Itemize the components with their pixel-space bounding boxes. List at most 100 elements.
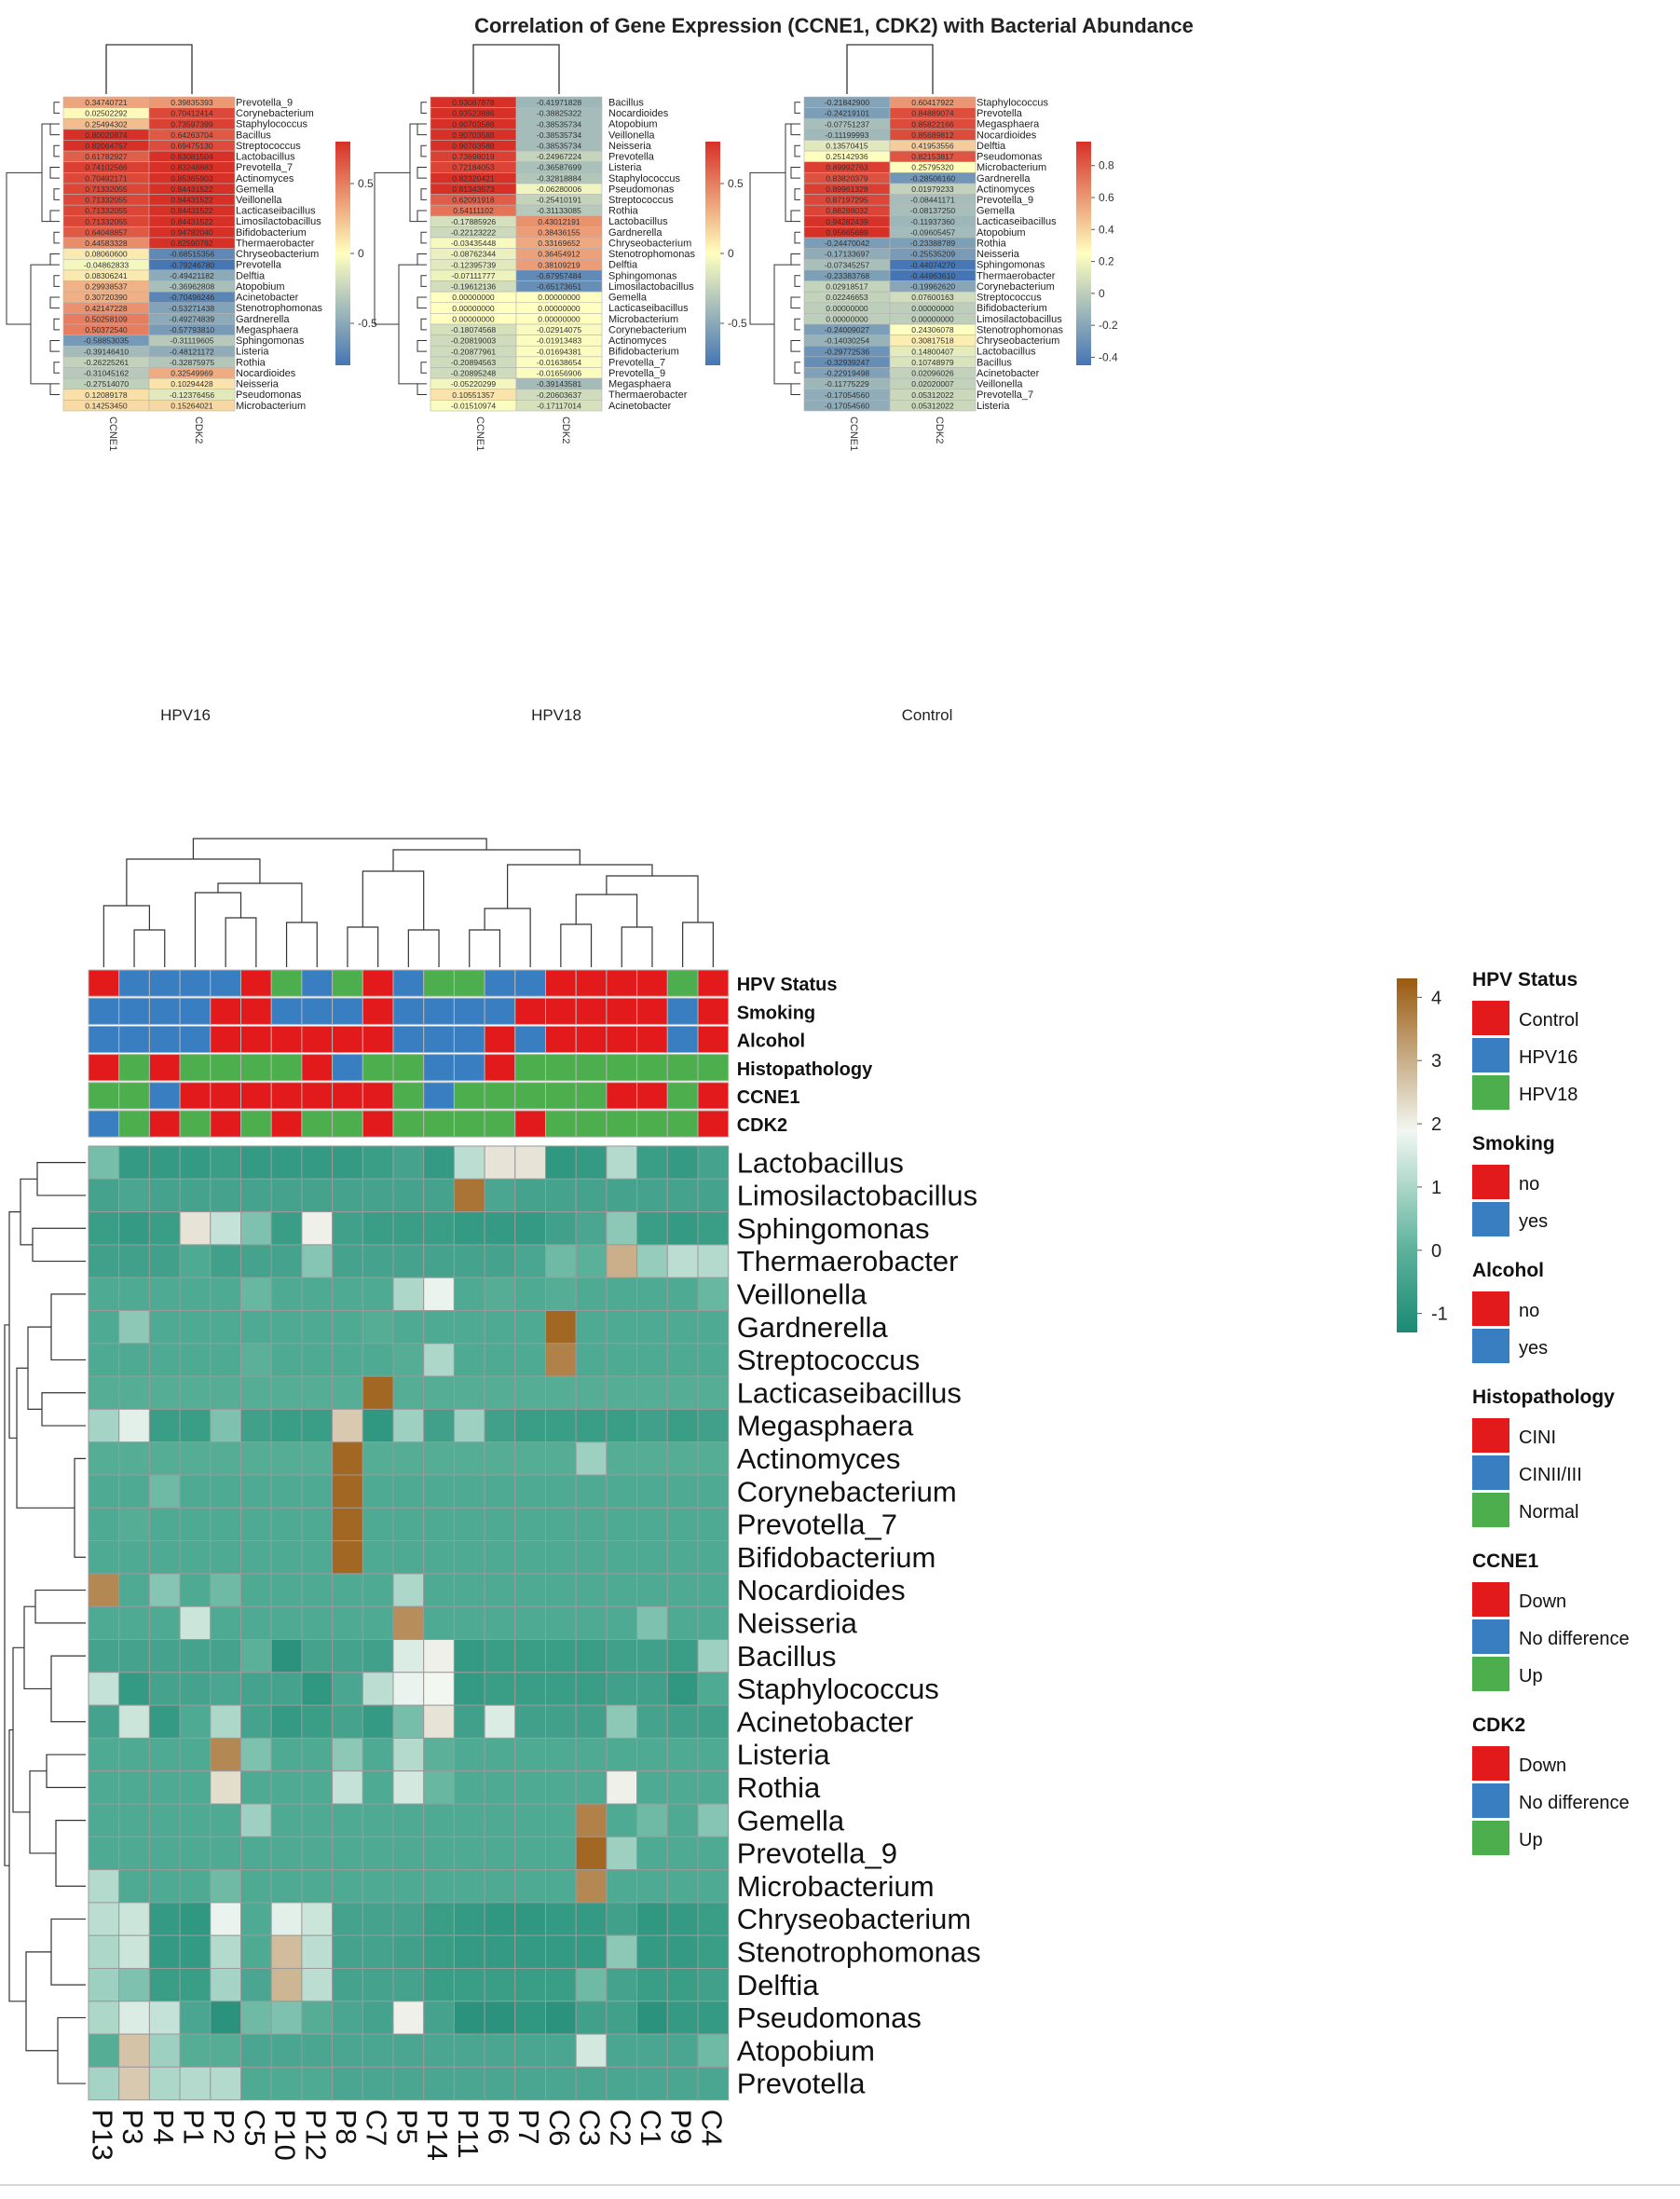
heatmap-cell — [301, 1704, 334, 1739]
heatmap-cell — [697, 1869, 730, 1904]
heatmap-cell — [118, 1211, 150, 1246]
heatmap-cell — [697, 1836, 730, 1871]
heatmap-cell — [179, 1441, 212, 1476]
cell-value-label: -0.18074568 — [451, 325, 496, 335]
heatmap-cell — [301, 1145, 334, 1180]
heatmap-cell — [453, 1803, 485, 1837]
row-label: Prevotella_9 — [608, 368, 665, 379]
annotation-cell — [301, 997, 334, 1025]
cell-value-label: -0.24009027 — [825, 325, 869, 335]
cell-value-label: -0.70496246 — [170, 293, 214, 302]
heatmap-cell — [270, 1770, 303, 1805]
annotation-cell — [240, 1054, 272, 1082]
cell-value-label: 0.83820379 — [826, 173, 868, 183]
heatmap-cell — [423, 1211, 455, 1246]
cell-value-label: 0.30720390 — [85, 293, 128, 302]
cell-value-label: 0.60417922 — [911, 98, 954, 107]
heatmap-cell — [148, 1869, 181, 1904]
heatmap-cell — [118, 1836, 150, 1871]
heatmap-cell — [270, 1639, 303, 1673]
heatmap-cell — [301, 1474, 334, 1509]
column-label: CCNE1 — [107, 417, 118, 451]
heatmap-cell — [301, 1770, 334, 1805]
cell-value-label: 0.61782927 — [85, 152, 128, 161]
annotation-cell — [179, 1054, 212, 1082]
annotation-cell — [332, 1054, 363, 1082]
heatmap-cell — [636, 1639, 668, 1673]
heatmap-cell — [332, 1605, 363, 1640]
row-dendrogram — [374, 102, 427, 396]
heatmap-cell — [484, 1672, 516, 1706]
heatmap-cell — [636, 1836, 668, 1871]
legend-swatch — [1472, 1075, 1509, 1110]
annotation-cell — [697, 1054, 730, 1082]
heatmap-cell — [210, 1605, 242, 1640]
heatmap-cell — [697, 1540, 730, 1575]
heatmap-cell — [362, 1441, 394, 1476]
row-label: Rothia — [236, 357, 266, 368]
row-label: Atopobium — [236, 281, 285, 293]
dendrogram-link — [27, 1326, 51, 1410]
cell-value-label: 0.83081504 — [171, 152, 213, 161]
heatmap-cell — [575, 1869, 608, 1904]
row-label: Gemella — [737, 1804, 845, 1837]
heatmap-cell — [423, 1145, 455, 1180]
annotation-cell — [301, 969, 334, 997]
annotation-cell — [362, 1025, 394, 1054]
heatmap-cell — [148, 1178, 181, 1213]
heatmap-cell — [392, 1605, 425, 1640]
heatmap-cell — [484, 1639, 516, 1673]
heatmap-cell — [88, 1573, 120, 1607]
row-label: Microbacterium — [236, 401, 306, 412]
annotation-cell — [697, 969, 730, 997]
cell-value-label: 0.71332055 — [85, 217, 128, 226]
heatmap-cell — [270, 1836, 303, 1871]
heatmap-cell — [392, 1441, 425, 1476]
cell-value-label: 0.84889074 — [911, 109, 954, 118]
heatmap-cell — [88, 1343, 120, 1377]
heatmap-cell — [392, 1770, 425, 1805]
cell-value-label: -0.31045162 — [84, 369, 129, 378]
heatmap-cell — [392, 1737, 425, 1772]
heatmap-cell — [332, 1277, 363, 1311]
legend-tick-label: 0.4 — [1099, 223, 1114, 236]
heatmap-cell — [697, 1277, 730, 1311]
heatmap-cell — [179, 1869, 212, 1904]
cell-value-label: 0.02020007 — [911, 379, 954, 389]
row-label: Delftia — [236, 270, 266, 281]
heatmap-cell — [240, 1474, 272, 1509]
annotation-label: CCNE1 — [737, 1087, 800, 1108]
cell-value-label: 0.90703588 — [452, 130, 495, 140]
row-label: Gemella — [977, 206, 1016, 217]
heatmap-cell — [666, 1639, 699, 1673]
annotation-cell — [392, 1025, 425, 1054]
heatmap-cell — [697, 1968, 730, 2002]
cell-value-label: -0.53271438 — [170, 304, 214, 313]
heatmap-cell — [697, 1934, 730, 1969]
heatmap-cell — [240, 1672, 272, 1706]
row-label: Limosilactobacillus — [977, 314, 1062, 325]
row-dendrogram — [4, 1162, 86, 2084]
heatmap-cell — [210, 1672, 242, 1706]
annotation-cell — [240, 969, 272, 997]
row-label: Chryseobacterium — [977, 335, 1059, 347]
heatmap-cell — [148, 1507, 181, 1542]
cell-value-label: -0.31133085 — [537, 206, 581, 215]
heatmap-cell — [423, 1770, 455, 1805]
heatmap-cell — [666, 1540, 699, 1575]
row-label: Chryseobacterium — [608, 238, 691, 249]
heatmap-cell — [453, 1573, 485, 1607]
row-label: Chryseobacterium — [737, 1903, 972, 1935]
cell-value-label: 0.32549969 — [171, 369, 213, 378]
annotation-cell — [484, 1110, 516, 1138]
heatmap-cell — [392, 1803, 425, 1837]
heatmap-cell — [118, 1145, 150, 1180]
heatmap-cell — [484, 1277, 516, 1311]
row-label: Nocardioides — [977, 130, 1037, 141]
heatmap-cell — [606, 1704, 638, 1739]
heatmap-cell — [179, 1474, 212, 1509]
annotation-cell — [362, 1082, 394, 1110]
heatmap-cell — [301, 1934, 334, 1969]
heatmap-cell — [148, 1408, 181, 1443]
annotation-cell — [484, 1082, 516, 1110]
